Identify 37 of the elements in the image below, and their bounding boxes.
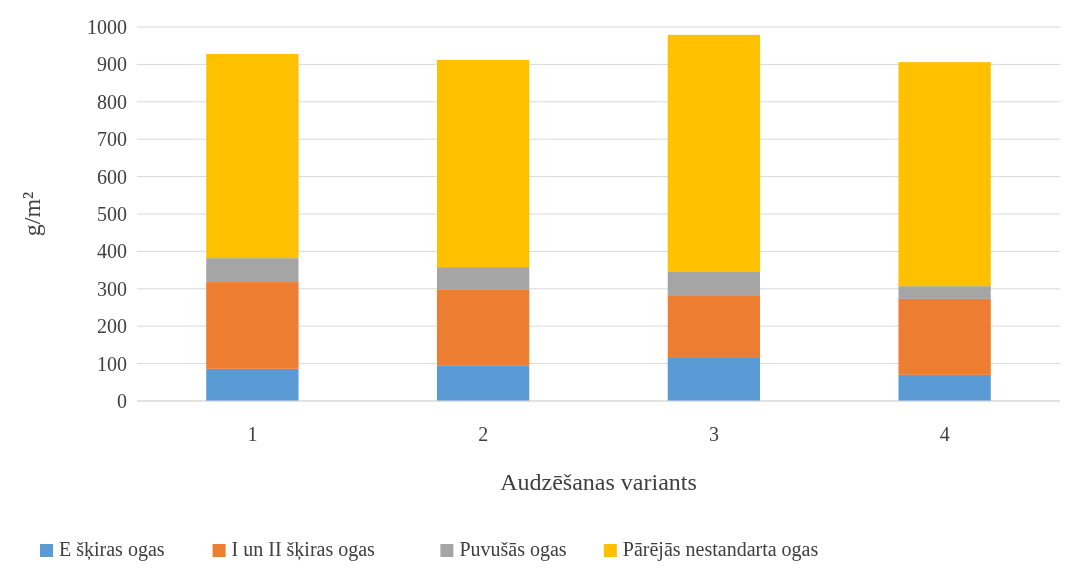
y-tick-label: 600 — [97, 165, 127, 188]
y-tick-label: 400 — [97, 240, 127, 263]
bar — [206, 258, 299, 283]
x-tick-label: 3 — [708, 423, 719, 445]
y-tick-label: 200 — [97, 315, 127, 338]
y-axis-title: g/m² — [19, 191, 45, 237]
bar — [667, 295, 761, 358]
bar — [436, 365, 530, 401]
bar — [667, 271, 761, 296]
y-tick-label: 0 — [117, 390, 127, 412]
y-tick-label: 1000 — [87, 16, 127, 38]
bar — [206, 282, 299, 369]
bar — [898, 298, 991, 375]
legend-label: E šķiras ogas — [59, 538, 165, 561]
x-axis-title: Audzēšanas variants — [500, 469, 697, 495]
bar — [436, 267, 530, 290]
y-tick-label: 800 — [97, 90, 127, 113]
y-tick-label: 300 — [97, 277, 127, 300]
y-tick-label: 700 — [97, 128, 127, 151]
x-tick-label: 4 — [939, 423, 950, 445]
legend-label: Pārējās nestandarta ogas — [622, 538, 819, 561]
y-tick-label: 900 — [97, 53, 127, 76]
bar — [436, 289, 530, 366]
bar — [898, 374, 991, 401]
bar — [436, 59, 530, 268]
bar — [898, 286, 991, 299]
bar — [667, 34, 761, 272]
x-tick-label: 2 — [478, 423, 489, 445]
y-tick-label: 500 — [97, 203, 127, 225]
bar — [206, 368, 299, 401]
bar — [667, 357, 761, 401]
legend-label: Puvušās ogas — [459, 538, 567, 561]
x-tick-label: 1 — [247, 423, 258, 445]
bar — [898, 62, 991, 287]
legend-label: I un II šķiras ogas — [231, 538, 376, 561]
y-tick-label: 100 — [97, 352, 127, 375]
bar — [206, 53, 299, 259]
